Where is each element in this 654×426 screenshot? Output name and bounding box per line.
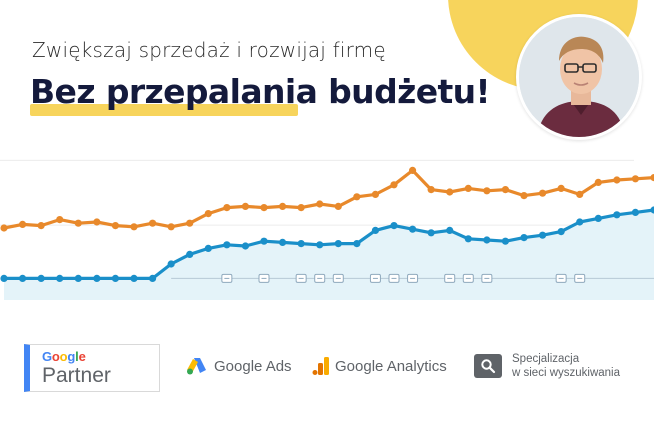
- orange-data-point: [223, 204, 231, 212]
- orange-data-point: [427, 186, 435, 194]
- blue-data-point: [111, 274, 120, 282]
- orange-data-point: [408, 166, 417, 174]
- blue-data-point: [148, 274, 157, 282]
- blue-data-point: [650, 206, 654, 214]
- orange-data-point: [18, 220, 27, 228]
- specialization-text: Specjalizacja w sieci wyszukiwania: [512, 352, 620, 380]
- google-ads-icon: [187, 358, 206, 375]
- headline: Bez przepalania budżetu!: [30, 72, 491, 111]
- blue-data-point: [501, 237, 510, 245]
- orange-data-point: [37, 222, 45, 230]
- orange-data-point: [557, 184, 565, 192]
- orange-data-point: [111, 222, 120, 230]
- orange-data-point: [631, 175, 640, 183]
- blue-data-point: [538, 231, 547, 239]
- blue-data-point: [520, 234, 528, 242]
- specialization-line-1: Specjalizacja: [512, 353, 580, 365]
- orange-data-point: [93, 218, 101, 226]
- partner-label: Partner: [42, 364, 111, 387]
- orange-data-point: [650, 174, 654, 182]
- blue-data-point: [427, 229, 435, 237]
- orange-data-point: [520, 192, 528, 200]
- orange-data-point: [297, 204, 305, 212]
- orange-data-point: [501, 186, 510, 194]
- blue-data-point: [74, 274, 82, 282]
- blue-data-point: [56, 274, 64, 282]
- subtitle: Zwiększaj sprzedaż i rozwijaj firmę: [32, 38, 386, 62]
- avatar-portrait: [519, 17, 639, 137]
- orange-data-point: [167, 223, 175, 231]
- blue-data-point: [278, 238, 287, 246]
- orange-data-point: [130, 223, 138, 231]
- blue-data-point: [241, 242, 250, 250]
- orange-series-line: [3, 168, 654, 230]
- partner-google-wordmark: Google: [42, 349, 86, 364]
- orange-data-point: [538, 189, 547, 197]
- blue-data-point: [613, 211, 621, 219]
- blue-data-point: [408, 225, 417, 233]
- orange-data-point: [0, 224, 8, 232]
- blue-data-point: [297, 240, 305, 248]
- orange-data-point: [204, 210, 212, 218]
- orange-data-point: [241, 202, 250, 210]
- search-specialization-badge: Specjalizacja w sieci wyszukiwania: [474, 352, 620, 380]
- blue-data-point: [0, 274, 8, 282]
- blue-data-point: [446, 226, 454, 234]
- google-ads-label: Google Ads: [214, 357, 292, 375]
- blue-data-point: [316, 241, 324, 249]
- blue-data-point: [371, 226, 380, 234]
- google-analytics-logo: Google Analytics: [312, 356, 447, 376]
- orange-data-point: [371, 190, 380, 198]
- orange-data-point: [483, 187, 491, 195]
- orange-data-point: [186, 219, 194, 227]
- blue-data-point: [594, 214, 602, 222]
- blue-data-point: [93, 274, 101, 282]
- orange-data-point: [464, 184, 472, 192]
- google-partner-badge: Google Partner: [24, 344, 160, 392]
- blue-data-point: [223, 241, 231, 249]
- orange-data-point: [74, 219, 82, 227]
- orange-data-point: [390, 181, 398, 189]
- google-ads-logo: Google Ads: [186, 356, 292, 376]
- blue-data-point: [464, 235, 472, 243]
- blue-data-point: [353, 240, 361, 248]
- blue-data-point: [186, 250, 194, 258]
- orange-series-points: [0, 166, 654, 232]
- traffic-line-chart: [0, 159, 654, 300]
- blue-data-point: [204, 244, 212, 252]
- blue-data-point: [130, 274, 138, 282]
- search-icon: [474, 354, 502, 378]
- blue-series-points: [0, 206, 654, 282]
- blue-data-point: [260, 237, 268, 245]
- headline-highlight: [30, 104, 298, 116]
- specialization-line-2: w sieci wyszukiwania: [512, 367, 621, 379]
- orange-data-point: [334, 202, 342, 210]
- blue-data-point: [167, 260, 175, 268]
- orange-data-point: [316, 200, 324, 208]
- blue-data-point: [631, 208, 640, 216]
- orange-data-point: [613, 176, 621, 184]
- orange-data-point: [446, 188, 454, 196]
- blue-data-point: [576, 218, 584, 226]
- orange-data-point: [148, 219, 157, 227]
- annotation-markers: [221, 273, 586, 283]
- google-analytics-icon: [312, 357, 329, 375]
- orange-data-point: [353, 193, 361, 201]
- blue-data-point: [18, 274, 27, 282]
- orange-data-point: [576, 190, 584, 198]
- google-analytics-label: Google Analytics: [335, 357, 447, 375]
- orange-data-point: [594, 178, 602, 186]
- blue-data-point: [483, 236, 491, 244]
- blue-data-point: [557, 228, 565, 236]
- orange-data-point: [56, 216, 64, 224]
- blue-data-point: [334, 240, 342, 248]
- blue-data-point: [390, 222, 398, 230]
- orange-data-point: [278, 202, 287, 210]
- avatar: [516, 14, 642, 140]
- partner-logos-row: Google Partner Google Ads Google Analyti…: [0, 340, 654, 400]
- blue-data-point: [37, 274, 45, 282]
- orange-data-point: [260, 204, 268, 212]
